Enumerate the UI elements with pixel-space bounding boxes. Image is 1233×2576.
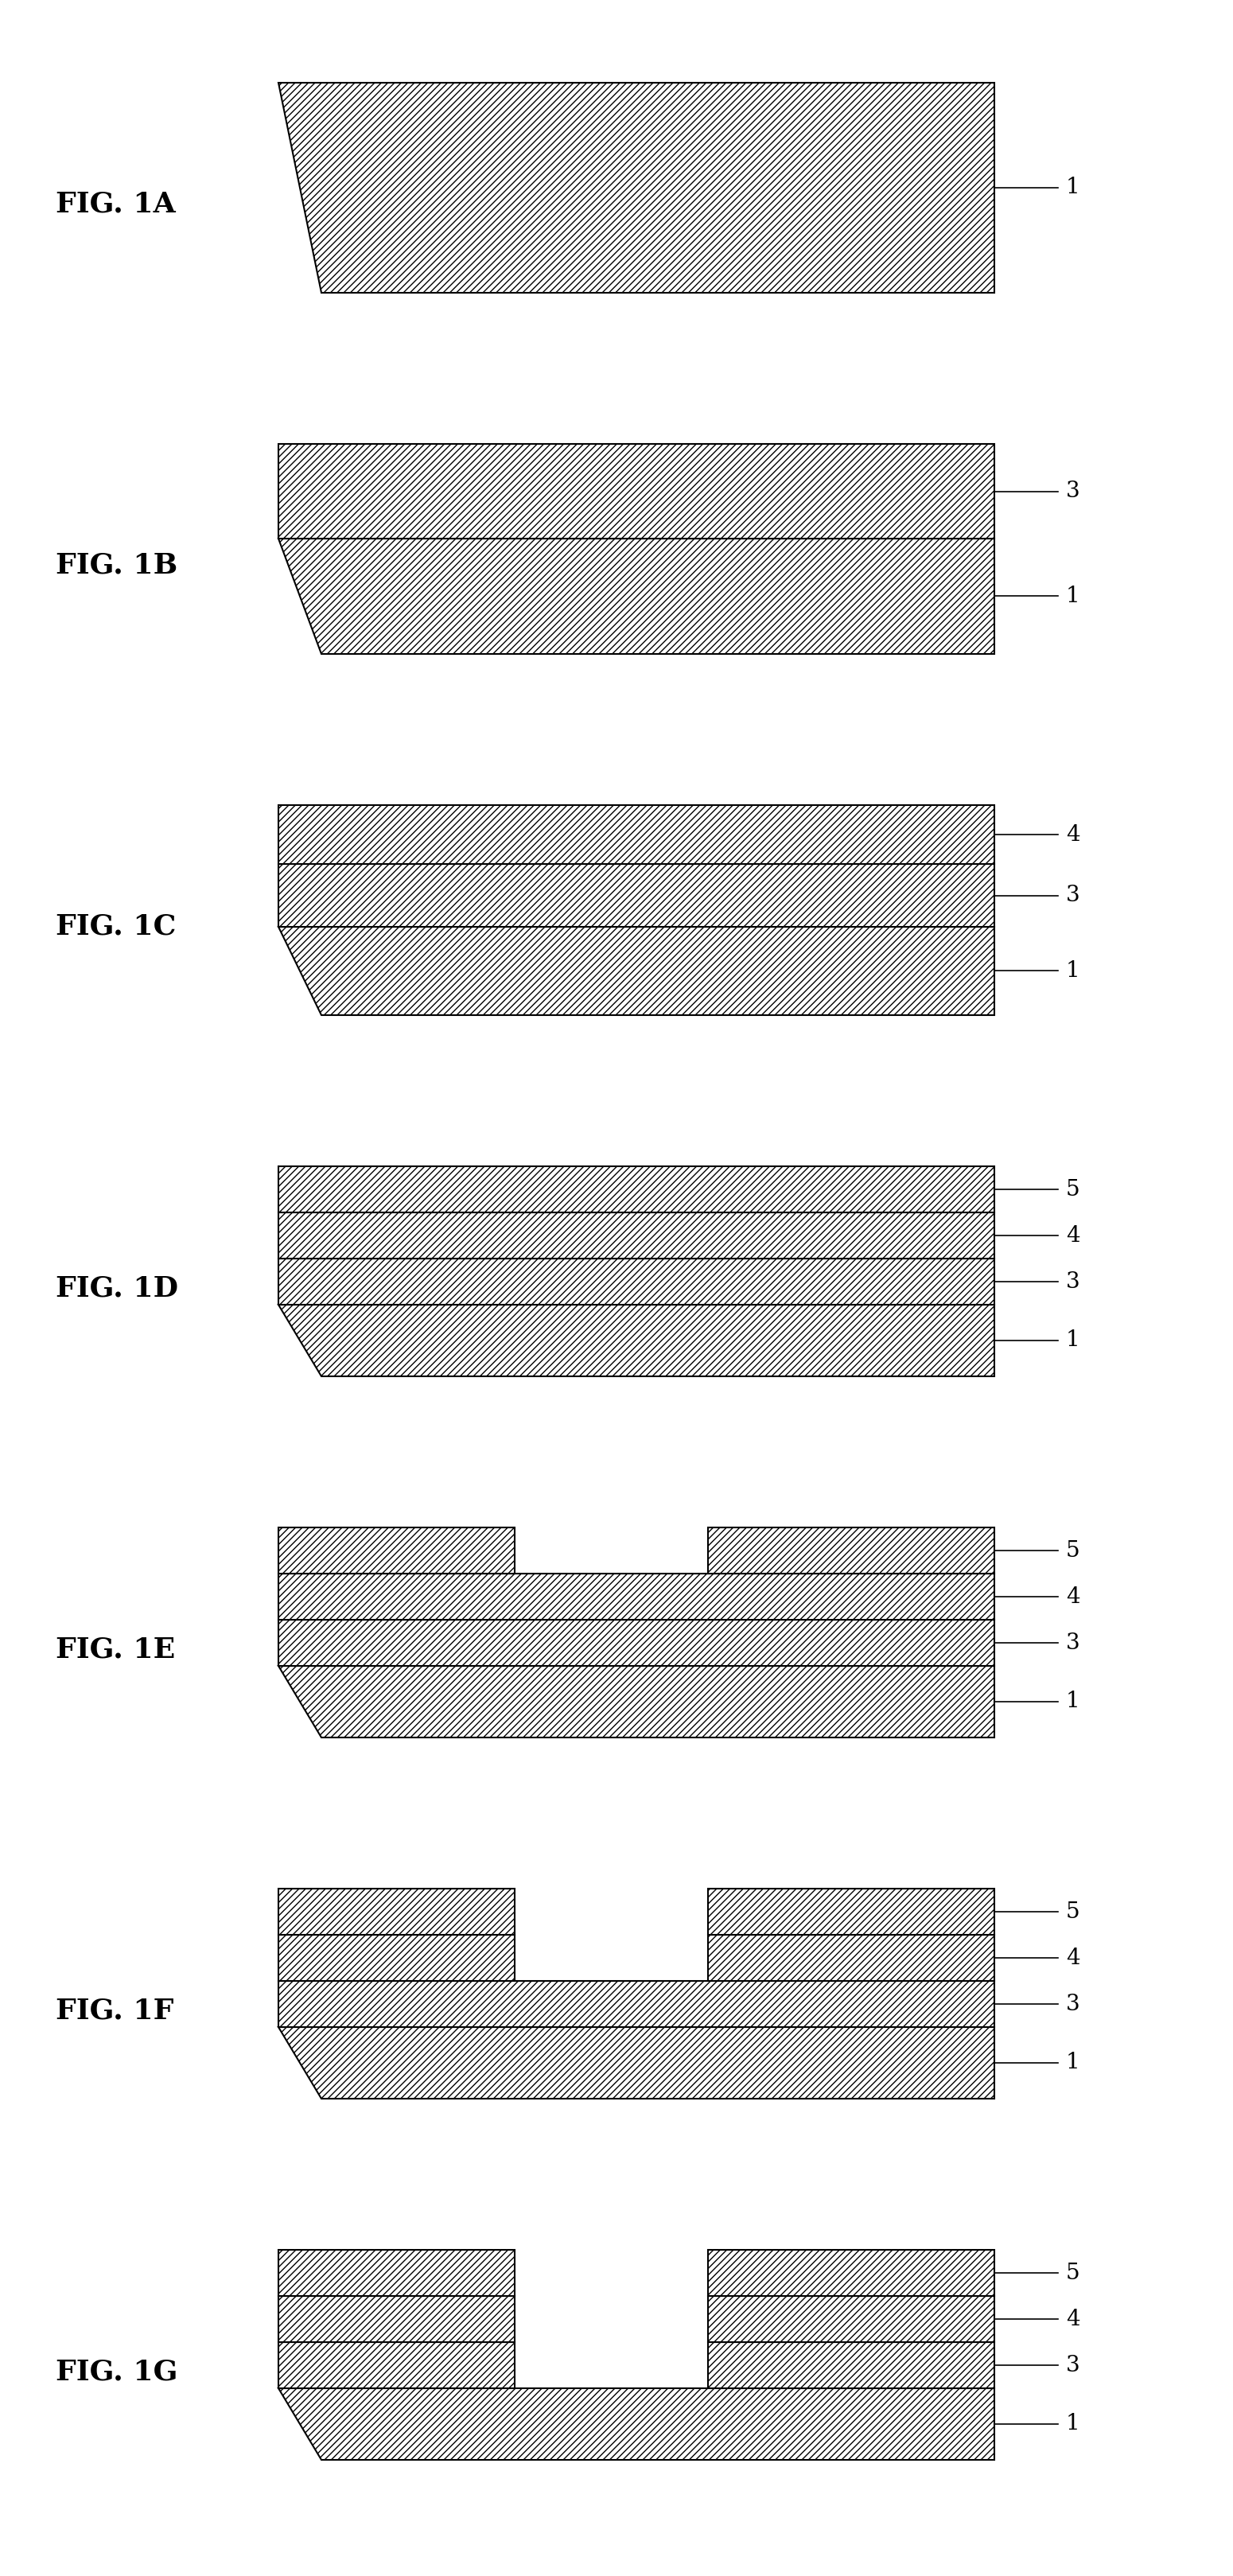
Bar [708, 1528, 994, 1574]
Text: 1: 1 [1067, 1329, 1080, 1350]
Text: 3: 3 [1067, 1270, 1080, 1293]
Text: 1: 1 [1067, 1690, 1080, 1713]
Bar [708, 1888, 994, 1935]
Text: 1: 1 [1067, 961, 1080, 981]
Bar [279, 1981, 994, 2027]
Text: 4: 4 [1067, 2308, 1080, 2329]
Text: 1: 1 [1067, 2053, 1080, 2074]
Bar [708, 2342, 994, 2388]
Text: FIG. 1C: FIG. 1C [55, 914, 176, 940]
Text: 5: 5 [1067, 1180, 1080, 1200]
Text: 3: 3 [1067, 884, 1080, 907]
Text: FIG. 1A: FIG. 1A [55, 191, 175, 219]
Bar [279, 1888, 514, 1935]
Text: 4: 4 [1067, 824, 1080, 845]
Bar [708, 1935, 994, 1981]
Text: 5: 5 [1067, 1540, 1080, 1561]
Text: 5: 5 [1067, 1901, 1080, 1922]
Text: 1: 1 [1067, 2414, 1080, 2434]
Text: 4: 4 [1067, 1587, 1080, 1607]
Bar [708, 2249, 994, 2295]
Bar [279, 1574, 994, 1620]
Bar [279, 2295, 514, 2342]
Text: 3: 3 [1067, 1994, 1080, 2014]
Text: 3: 3 [1067, 482, 1080, 502]
Polygon shape [279, 2388, 994, 2460]
Bar [279, 1935, 514, 1981]
Text: 3: 3 [1067, 1633, 1080, 1654]
Text: 5: 5 [1067, 2262, 1080, 2285]
Bar [279, 1213, 994, 1260]
Text: 1: 1 [1067, 585, 1080, 608]
Text: FIG. 1G: FIG. 1G [55, 2357, 178, 2385]
Polygon shape [279, 538, 994, 654]
Bar [708, 2295, 994, 2342]
Text: 3: 3 [1067, 2354, 1080, 2375]
Text: FIG. 1E: FIG. 1E [55, 1636, 175, 1662]
Polygon shape [279, 82, 994, 294]
Text: FIG. 1F: FIG. 1F [55, 1996, 174, 2025]
Bar [279, 863, 994, 927]
Polygon shape [279, 1306, 994, 1376]
Polygon shape [279, 1667, 994, 1736]
Bar [279, 1528, 514, 1574]
Text: 4: 4 [1067, 1226, 1080, 1247]
Polygon shape [279, 2027, 994, 2099]
Bar [279, 1620, 994, 1667]
Polygon shape [279, 927, 994, 1015]
Bar [279, 2249, 514, 2295]
Bar [279, 2342, 514, 2388]
Text: 1: 1 [1067, 178, 1080, 198]
Text: FIG. 1B: FIG. 1B [55, 551, 178, 580]
Bar [279, 1167, 994, 1213]
Bar [279, 443, 994, 538]
Text: 4: 4 [1067, 1947, 1080, 1968]
Bar [279, 1260, 994, 1306]
Text: FIG. 1D: FIG. 1D [55, 1275, 179, 1301]
Bar [279, 806, 994, 863]
